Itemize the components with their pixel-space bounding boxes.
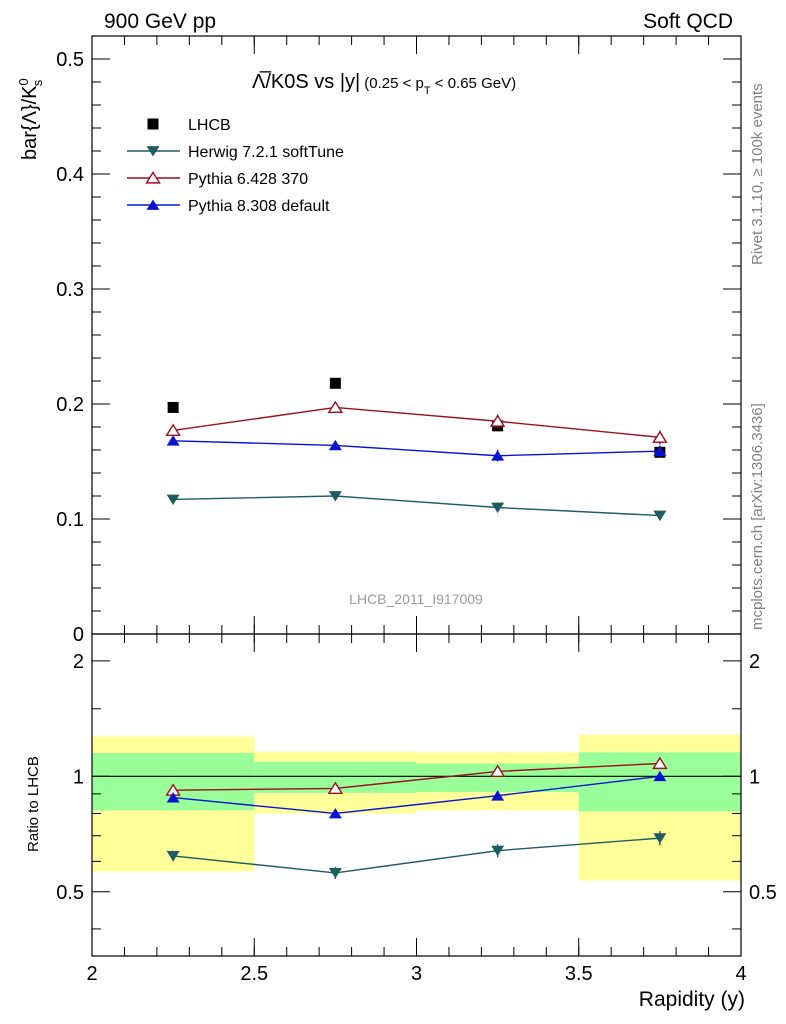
header-right: Soft QCD: [643, 10, 733, 33]
legend-label-lhcb: LHCB: [188, 117, 231, 134]
plot-title: Λ̅/K0S vs |y| (0.25 < pT < 0.65 GeV): [252, 70, 516, 97]
data-point-pythia-8-308-default: [328, 807, 342, 819]
data-point-pythia-6-428-370: [652, 756, 668, 770]
header-left: 900 GeV pp: [104, 10, 216, 33]
main-panel-axes: 0.1 0.2 0.3 0.4 0.5 0: [56, 36, 742, 646]
data-point-pythia-8-308-default: [653, 770, 667, 782]
data-point-herwig-7-2-1-softtune: [491, 845, 505, 857]
plot-title-cut-end: < 0.65 GeV): [431, 75, 516, 92]
ratio-panel-series: [165, 756, 668, 879]
series-line-pythia-6-428-370: [173, 762, 660, 791]
data-point-herwig-7-2-1-softtune: [166, 494, 180, 505]
data-point-herwig-7-2-1-softtune: [166, 851, 180, 862]
main-ylabel-text: bar{Λ}/K: [19, 85, 41, 160]
x-tick-label: 2: [86, 963, 97, 985]
analysis-watermark: LHCB_2011_I917009: [349, 591, 483, 607]
data-point-pythia-6-428-370: [489, 764, 506, 777]
data-point-herwig-7-2-1-softtune: [491, 502, 505, 514]
data-point-pythia-8-308-default: [491, 790, 505, 801]
data-point-pythia-6-428-370: [489, 414, 506, 427]
x-axis-label: Rapidity (y): [639, 988, 745, 1011]
legend-label-pythia-6-428-370: Pythia 6.428 370: [188, 171, 308, 188]
series-line-pythia-6-428-370: [173, 406, 660, 439]
y-tick-label: 0.2: [56, 394, 84, 416]
ratio-panel-bands: [92, 734, 741, 881]
y-tick-label: 0.1: [56, 509, 84, 531]
ratio-panel-axes: 0.5 0.5 1 1 2 2 2 2.5 3 3.5 4: [56, 634, 777, 985]
x-tick-label: 3.5: [565, 963, 593, 985]
plot-title-cut-sub: T: [424, 85, 431, 97]
ratio-y-tick-label-right: 0.5: [749, 882, 777, 904]
ratio-y-tick-label: 0.5: [56, 882, 84, 904]
x-tick-label: 2.5: [240, 963, 268, 985]
ratio-y-tick-label: 1: [73, 766, 84, 788]
series-line-pythia-8-308-default: [173, 440, 660, 457]
data-point-herwig-7-2-1-softtune: [653, 833, 667, 844]
ratio-ylabel: Ratio to LHCB: [25, 756, 42, 852]
legend-marker-pythia-8-308-default: [146, 199, 160, 210]
data-point-pythia-8-308-default: [491, 450, 505, 461]
data-point-herwig-7-2-1-softtune: [653, 510, 667, 522]
data-point-pythia-6-428-370: [327, 400, 344, 414]
series-line-pythia-8-308-default: [173, 775, 660, 815]
ratio-y-tick-label-right: 2: [749, 651, 760, 673]
legend-label-pythia-8-308-default: Pythia 8.308 default: [188, 198, 330, 215]
main-ylabel: bar{Λ}/K0s: [16, 78, 45, 160]
data-point-pythia-6-428-370: [652, 430, 668, 443]
y-tick-label: 0.4: [56, 164, 84, 186]
rivet-label: Rivet 3.1.10, ≥ 100k events: [749, 83, 766, 265]
data-point-herwig-7-2-1-softtune: [328, 491, 342, 502]
x-tick-label: 3: [411, 963, 422, 985]
y-tick-label: 0.5: [56, 49, 84, 71]
legend-marker-lhcb: [147, 118, 159, 130]
ratio-y-tick-label-right: 1: [749, 766, 760, 788]
data-point-pythia-8-308-default: [653, 445, 667, 457]
data-point-pythia-6-428-370: [327, 781, 344, 794]
data-point-pythia-8-308-default: [166, 792, 180, 803]
legend-label-herwig-7-2-1-softtune: Herwig 7.2.1 softTune: [188, 144, 344, 161]
legend-marker-pythia-6-428-370: [145, 171, 161, 184]
data-point-pythia-8-308-default: [328, 439, 342, 451]
mcplots-label: mcplots.cern.ch [arXiv:1306.3436]: [749, 403, 766, 630]
series-line-herwig-7-2-1-softtune: [173, 837, 660, 874]
y-tick-label: 0.3: [56, 279, 84, 301]
legend-marker-herwig-7-2-1-softtune: [146, 146, 160, 157]
main-ylabel-sup: 0: [16, 78, 31, 85]
ratio-y-tick-label: 2: [73, 651, 84, 673]
x-tick-label: 4: [735, 963, 746, 985]
data-point-pythia-8-308-default: [166, 435, 180, 446]
series-line-herwig-7-2-1-softtune: [173, 495, 660, 517]
legend: LHCB Herwig 7.2.1 softTune Pythia 6.428 37…: [127, 117, 344, 215]
y-tick-label: 0: [73, 624, 84, 646]
plot-title-cut: (0.25 < p: [364, 75, 424, 92]
data-point-lhcb: [167, 401, 179, 413]
plot-title-main: Λ̅/K0S vs |y|: [252, 70, 360, 93]
data-point-lhcb: [329, 377, 341, 389]
data-point-herwig-7-2-1-softtune: [328, 868, 342, 879]
main-ylabel-sub: s: [30, 79, 45, 86]
main-panel-series: [165, 377, 668, 522]
